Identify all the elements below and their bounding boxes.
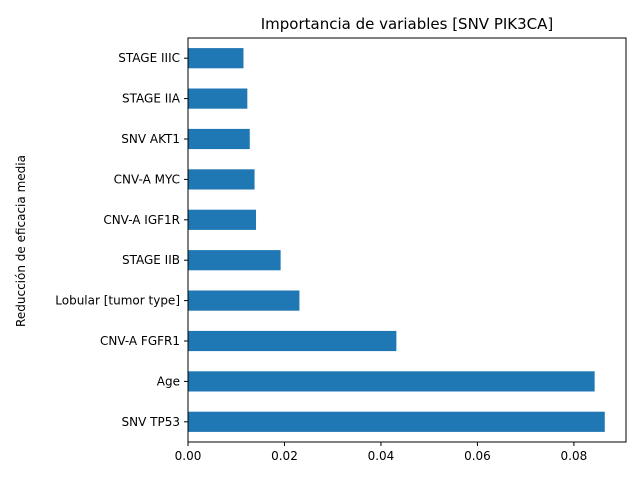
x-ticks-group: 0.00 0.02 0.04 0.06 0.08 bbox=[175, 442, 588, 463]
y-tick-label-4: STAGE IIB bbox=[122, 253, 180, 267]
bar-2 bbox=[188, 330, 397, 352]
y-tick-label-6: CNV-A MYC bbox=[114, 172, 180, 186]
bar-6 bbox=[188, 169, 255, 190]
y-tick-label-9: STAGE IIIC bbox=[118, 51, 180, 65]
y-axis-label: Reducción de eficacia media bbox=[14, 155, 28, 327]
y-tick-label-1: Age bbox=[157, 374, 180, 388]
x-tick-label-2: 0.04 bbox=[368, 449, 395, 463]
y-tick-label-2: CNV-A FGFR1 bbox=[100, 334, 180, 348]
bar-9 bbox=[188, 48, 244, 69]
x-tick-label-4: 0.08 bbox=[561, 449, 588, 463]
bars-group bbox=[188, 48, 605, 432]
y-tick-label-5: CNV-A IGF1R bbox=[103, 213, 180, 227]
x-tick-label-0: 0.00 bbox=[175, 449, 202, 463]
y-ticks-group: SNV TP53 Age CNV-A FGFR1 Lobular [tumor typ… bbox=[55, 51, 188, 429]
y-tick-label-3: Lobular [tumor type] bbox=[55, 294, 180, 308]
plot-frame bbox=[187, 37, 627, 443]
y-tick-label-7: SNV AKT1 bbox=[121, 132, 180, 146]
bar-7 bbox=[188, 128, 250, 150]
bar-4 bbox=[188, 250, 281, 271]
bar-5 bbox=[188, 209, 257, 230]
x-tick-label-1: 0.02 bbox=[271, 449, 298, 463]
bar-1 bbox=[188, 371, 595, 392]
y-tick-label-0: SNV TP53 bbox=[122, 415, 180, 429]
bar-0 bbox=[188, 411, 605, 432]
x-tick-label-3: 0.06 bbox=[464, 449, 491, 463]
bar-8 bbox=[188, 88, 248, 109]
chart-title: Importancia de variables [SNV PIK3CA] bbox=[261, 15, 554, 33]
bar-3 bbox=[188, 290, 300, 311]
y-tick-label-8: STAGE IIA bbox=[122, 92, 181, 106]
